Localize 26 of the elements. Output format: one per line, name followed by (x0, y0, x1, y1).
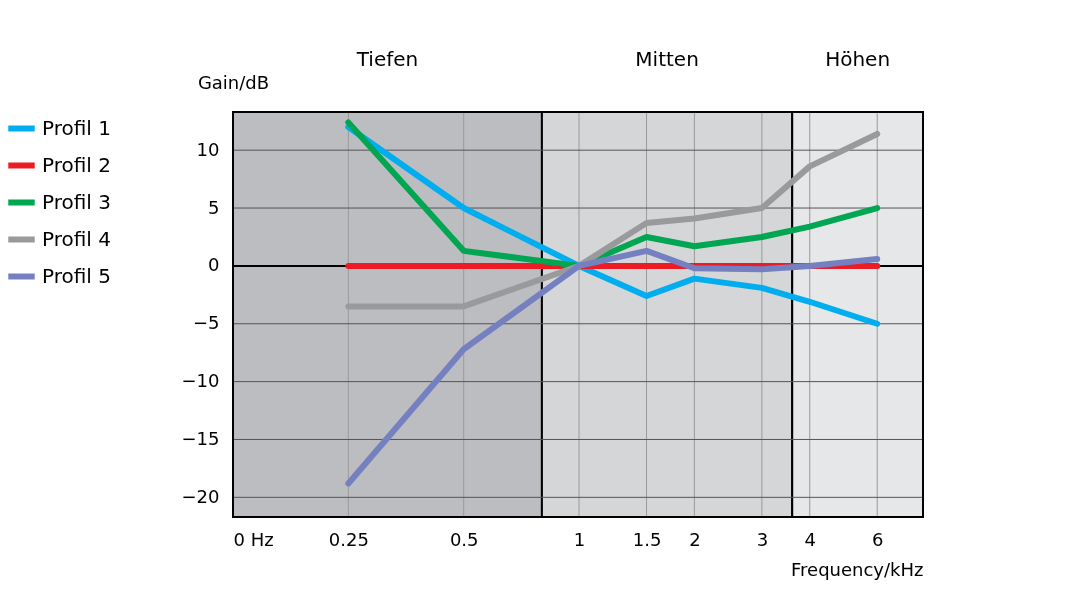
band-label: Mitten (635, 47, 699, 71)
y-tick-label: −20 (181, 485, 220, 507)
y-tick-label: −5 (192, 312, 220, 334)
x-tick-label: 2 (689, 528, 701, 550)
x-tick-label: 1.5 (632, 528, 662, 550)
legend-label: Profil 5 (42, 263, 111, 288)
band-label: Höhen (825, 47, 891, 71)
x-tick-label: 0.25 (328, 528, 369, 550)
y-tick-label: 5 (208, 196, 220, 218)
x-tick-label: 3 (756, 528, 769, 550)
x-tick-label: 0 Hz (233, 528, 274, 550)
legend-label: Profil 2 (42, 152, 111, 177)
x-tick-label: 4 (804, 528, 816, 550)
legend-label: Profil 3 (42, 189, 111, 214)
y-tick-label: −10 (181, 370, 220, 392)
y-axis-title: Gain/dB (197, 71, 270, 93)
x-tick-label: 0.5 (449, 528, 479, 550)
y-tick-label: 10 (196, 138, 220, 160)
x-tick-label: 6 (871, 528, 884, 550)
band-label: Tiefen (355, 47, 419, 71)
x-axis-title: Frequency/kHz (791, 558, 924, 580)
legend-label: Profil 4 (42, 226, 111, 251)
y-tick-label: −15 (181, 427, 220, 449)
y-tick-label: 0 (208, 254, 220, 276)
x-tick-label: 1 (573, 528, 586, 550)
legend-label: Profil 1 (42, 115, 111, 140)
